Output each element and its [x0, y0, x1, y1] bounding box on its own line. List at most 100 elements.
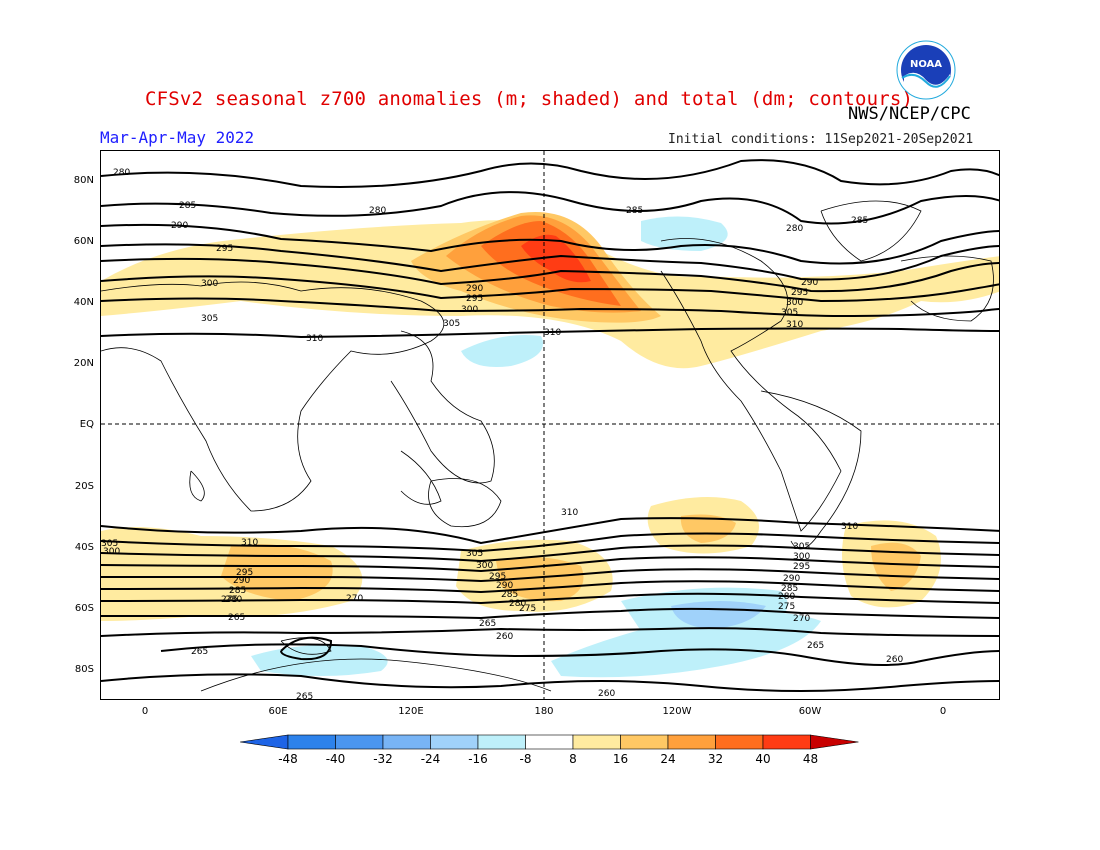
- lat-label-20n: 20N: [73, 358, 94, 369]
- colorbar-swatch-10: [715, 734, 764, 750]
- colorbar-swatch-1: [287, 734, 336, 750]
- contour-label-265-antarctic-south: 265: [296, 692, 313, 700]
- colorbar-swatches: [240, 734, 859, 750]
- colorbar-label: -32: [373, 752, 393, 766]
- contour-label-300-west: 300: [103, 547, 120, 557]
- colorbar-label: -24: [421, 752, 441, 766]
- lat-label-60s: 60S: [74, 603, 94, 614]
- colorbar: -48 -40 -32 -24 -16 -8 8 16 24 32 40 48: [240, 734, 859, 766]
- contour-label-290: 290: [171, 221, 188, 231]
- contour-label-260-antarctic-south: 260: [598, 689, 615, 699]
- contour-label-280-pacific: 280: [369, 206, 386, 216]
- contour-label-285-pacific: 285: [626, 206, 643, 216]
- svg-text:NOAA: NOAA: [910, 59, 942, 70]
- colorbar-label: -40: [326, 752, 346, 766]
- contour-label-310-south-atlantic: 310: [841, 522, 858, 532]
- contour-label-265-pacific-south: 265: [479, 619, 496, 629]
- contour-label-300-samerica: 300: [793, 552, 810, 562]
- contour-label-295: 295: [216, 244, 233, 254]
- colorbar-swatch-6: [525, 734, 574, 750]
- contour-label-300: 300: [201, 279, 218, 289]
- contour-label-260-pacific-south: 260: [496, 632, 513, 642]
- contour-label-280-pacific-south: 280: [509, 599, 526, 609]
- coastlines: [101, 200, 994, 692]
- lat-label-60n: 60N: [73, 236, 94, 247]
- contour-label-280-samerica: 280: [778, 592, 795, 602]
- contour-label-310-south: 310: [561, 508, 578, 518]
- contour-label-300-atlantic: 300: [786, 298, 803, 308]
- colorbar-swatch-3: [382, 734, 431, 750]
- lon-label-60w: 60W: [798, 706, 822, 717]
- contour-label-300-pacific-south: 300: [476, 561, 493, 571]
- colorbar-swatch-4: [430, 734, 479, 750]
- lon-label-0-west: 0: [141, 706, 149, 717]
- lat-label-20s: 20S: [74, 481, 94, 492]
- contour-label-295-samerica: 295: [793, 562, 810, 572]
- contour-label-265-antarctic: 265: [191, 647, 208, 657]
- contour-label-285-samerica: 285: [781, 584, 798, 594]
- noaa-logo-icon: NOAA: [896, 40, 956, 100]
- contour-label-280: 280: [113, 168, 130, 178]
- colorbar-label: -8: [520, 752, 532, 766]
- contour-label-275-samerica: 275: [778, 602, 795, 612]
- colorbar-swatch-0: [240, 734, 289, 750]
- colorbar-label: -16: [468, 752, 488, 766]
- contour-label-285-pacific-south: 285: [501, 590, 518, 600]
- contour-label-300-pacific: 300: [461, 305, 478, 315]
- contour-label-295-pacific: 295: [466, 294, 483, 304]
- contour-label-290-indian: 290: [233, 576, 250, 586]
- lon-label-120e: 120E: [398, 706, 424, 717]
- colorbar-label: 32: [708, 752, 723, 766]
- colorbar-swatch-2: [335, 734, 384, 750]
- contour-label-285: 285: [179, 201, 196, 211]
- lon-label-180: 180: [534, 706, 554, 717]
- contour-label-280-indian: 280: [225, 595, 242, 605]
- contour-label-290-samerica: 290: [783, 574, 800, 584]
- contour-label-305-pacific-south: 305: [466, 549, 483, 559]
- colorbar-label: 24: [660, 752, 675, 766]
- contour-label-265-samerica: 265: [807, 641, 824, 651]
- anomaly-map: 280 285 290 295 300 305 310 280 285 290 …: [101, 151, 999, 700]
- contour-label-305-west: 305: [101, 539, 118, 549]
- positive-anomaly-shading: [101, 211, 999, 621]
- colorbar-swatch-11: [762, 734, 811, 750]
- lon-label-0-east: 0: [939, 706, 947, 717]
- lat-label-40s: 40S: [74, 542, 94, 553]
- lat-label-80s: 80S: [74, 664, 94, 675]
- contour-label-290-pacific-south: 290: [496, 581, 513, 591]
- contour-label-305: 305: [201, 314, 218, 324]
- contour-label-305-pacific: 305: [443, 319, 460, 329]
- contour-label-285-atlantic: 285: [851, 216, 868, 226]
- contour-label-275-pacific-south: 275: [519, 604, 536, 614]
- contour-label-290-pacific: 290: [466, 284, 483, 294]
- colorbar-swatch-9: [667, 734, 716, 750]
- contour-label-310: 310: [306, 334, 323, 344]
- contour-label-305-samerica: 305: [793, 542, 810, 552]
- colorbar-label: 48: [803, 752, 818, 766]
- lon-label-120w: 120W: [662, 706, 692, 717]
- contour-label-285-indian: 285: [229, 586, 246, 596]
- colorbar-swatch-12: [810, 734, 859, 750]
- lat-label-80n: 80N: [73, 175, 94, 186]
- agency-label: NWS/NCEP/CPC: [848, 104, 971, 124]
- contour-label-310-pacific: 310: [544, 328, 561, 338]
- lat-label-eq: EQ: [79, 419, 94, 430]
- contour-label-275-indian: 275: [221, 595, 238, 605]
- contour-label-295-pacific-south: 295: [489, 572, 506, 582]
- contour-label-260-samerica: 260: [886, 655, 903, 665]
- contour-label-290-atlantic: 290: [801, 278, 818, 288]
- contour-label-305-atlantic: 305: [781, 308, 798, 318]
- contour-label-270-indian: 270: [346, 594, 363, 604]
- contour-label-265-indian: 265: [228, 613, 245, 623]
- lon-label-60e: 60E: [268, 706, 288, 717]
- colorbar-label: 16: [613, 752, 628, 766]
- period-label: Mar-Apr-May 2022: [100, 128, 255, 147]
- colorbar-swatch-8: [620, 734, 669, 750]
- contour-labels: 280 285 290 295 300 305 310 280 285 290 …: [101, 168, 903, 700]
- initial-conditions-label: Initial conditions: 11Sep2021-20Sep2021: [668, 132, 974, 147]
- contour-label-310-atlantic: 310: [786, 320, 803, 330]
- contour-label-280-atlantic: 280: [786, 224, 803, 234]
- colorbar-swatch-5: [477, 734, 526, 750]
- contour-label-310-indian: 310: [241, 538, 258, 548]
- colorbar-swatch-7: [572, 734, 621, 750]
